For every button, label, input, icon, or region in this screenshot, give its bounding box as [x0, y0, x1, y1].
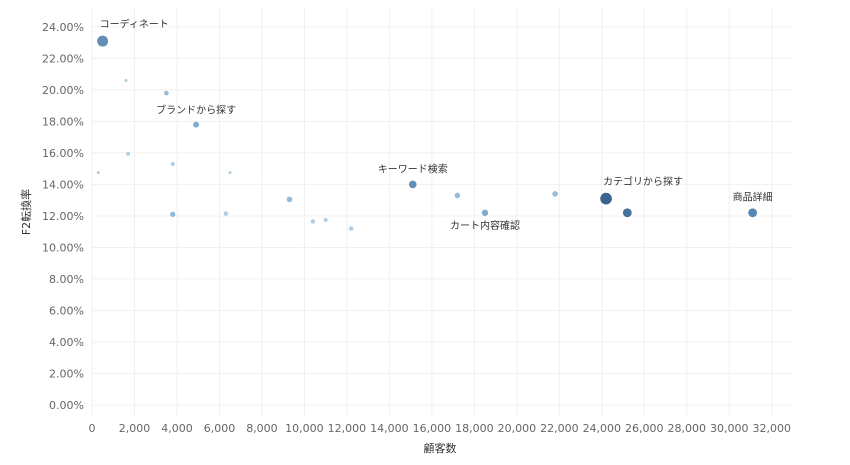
scatter-point[interactable] [124, 78, 128, 82]
scatter-point[interactable] [600, 192, 612, 205]
y-tick-label: 22.00% [42, 52, 84, 65]
x-tick-label: 32,000 [753, 422, 792, 435]
point-layer [96, 35, 758, 231]
scatter-point[interactable] [97, 35, 109, 47]
scatter-point[interactable] [552, 191, 558, 197]
x-tick-label: 24,000 [583, 422, 622, 435]
scatter-point[interactable] [223, 211, 229, 216]
x-tick-label: 16,000 [413, 422, 452, 435]
x-tick-label: 4,000 [161, 422, 193, 435]
y-tick-label: 24.00% [42, 21, 84, 34]
x-tick-label: 20,000 [498, 422, 537, 435]
scatter-point[interactable] [193, 121, 200, 128]
x-tick-label: 6,000 [204, 422, 236, 435]
scatter-point[interactable] [310, 219, 316, 224]
x-tick-label: 28,000 [668, 422, 707, 435]
scatter-point[interactable] [164, 90, 169, 96]
point-annotation: カート内容確認 [450, 219, 520, 232]
y-tick-label: 0.00% [49, 399, 84, 412]
scatter-point[interactable] [454, 192, 461, 199]
scatter-point[interactable] [170, 211, 176, 218]
y-tick-label: 16.00% [42, 147, 84, 160]
y-tick-label: 2.00% [49, 367, 84, 380]
x-tick-label: 10,000 [285, 422, 324, 435]
x-tick-label: 22,000 [540, 422, 579, 435]
y-tick-label: 20.00% [42, 84, 84, 97]
scatter-point[interactable] [323, 217, 328, 222]
y-tick-label: 4.00% [49, 336, 84, 349]
point-annotation: コーディネート [100, 18, 169, 31]
x-tick-label: 8,000 [246, 422, 278, 435]
scatter-point[interactable] [96, 171, 100, 175]
scatter-point[interactable] [748, 208, 758, 218]
scatter-point[interactable] [622, 208, 632, 218]
y-axis-title: F2転換率 [19, 189, 33, 235]
y-tick-label: 10.00% [42, 241, 84, 254]
x-tick-label: 2,000 [119, 422, 151, 435]
point-annotation: キーワード検索 [378, 163, 448, 176]
scatter-point[interactable] [408, 180, 417, 189]
scatter-point[interactable] [348, 226, 354, 231]
grid-layer [91, 8, 793, 416]
point-annotation: カテゴリから探す [603, 175, 683, 188]
point-annotation: ブランドから探す [156, 104, 236, 117]
x-tick-label: 14,000 [370, 422, 409, 435]
y-tick-label: 6.00% [49, 304, 84, 317]
scatter-point[interactable] [228, 171, 232, 175]
x-tick-label: 30,000 [710, 422, 749, 435]
scatter-point[interactable] [286, 196, 293, 203]
scatter-point[interactable] [126, 151, 131, 156]
y-tick-label: 12.00% [42, 210, 84, 223]
y-tick-label: 14.00% [42, 178, 84, 191]
scatter-point[interactable] [481, 209, 489, 216]
x-tick-label: 12,000 [328, 422, 367, 435]
y-tick-label: 8.00% [49, 273, 84, 286]
x-tick-label: 26,000 [625, 422, 664, 435]
y-tick-label: 18.00% [42, 115, 84, 128]
scatter-point[interactable] [170, 161, 175, 166]
point-annotation: 商品詳細 [733, 190, 773, 203]
x-tick-label: 18,000 [455, 422, 494, 435]
x-tick-label: 0 [89, 422, 96, 435]
x-axis-title: 顧客数 [424, 441, 457, 455]
axis-layer: 0 2,000 4,000 6,000 8,000 10,000 12,000 14,000 1… [42, 21, 791, 435]
